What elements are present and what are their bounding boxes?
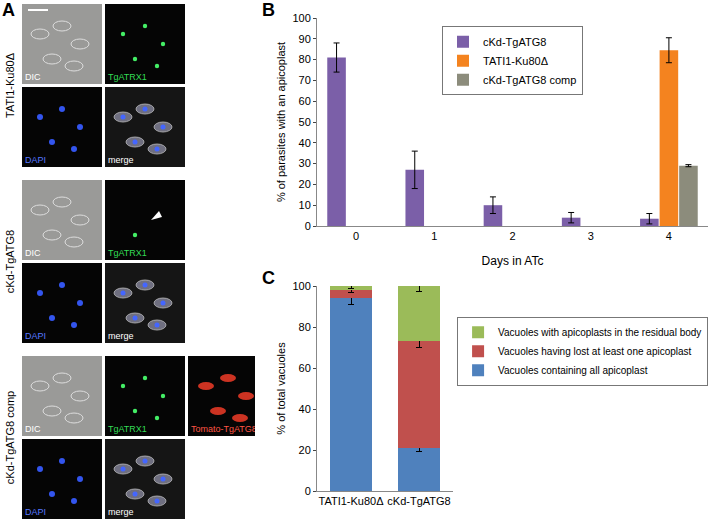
svg-text:cKd-TgATG8 comp: cKd-TgATG8 comp: [4, 391, 16, 484]
svg-text:DAPI: DAPI: [25, 331, 46, 341]
svg-text:90: 90: [299, 33, 311, 45]
svg-text:DIC: DIC: [25, 424, 41, 434]
svg-text:50: 50: [299, 116, 311, 128]
svg-text:TgATRX1: TgATRX1: [108, 248, 147, 258]
svg-text:0: 0: [305, 485, 311, 497]
svg-text:20: 20: [299, 444, 311, 456]
svg-text:cKd-TgATG8 comp: cKd-TgATG8 comp: [483, 74, 576, 86]
svg-text:0: 0: [353, 230, 359, 242]
html-text:B: B: [262, 0, 275, 20]
svg-text:merge: merge: [108, 155, 134, 165]
svg-text:Vacuoles having lost at least: Vacuoles having lost at least one apicop…: [498, 346, 691, 357]
svg-text:% of parasites with an apicopl: % of parasites with an apicoplast: [275, 42, 287, 202]
svg-text:20: 20: [299, 178, 311, 190]
svg-text:60: 60: [299, 95, 311, 107]
svg-text:TATI1-Ku80Δ: TATI1-Ku80Δ: [318, 495, 384, 507]
svg-text:Vacuoles containing all apicop: Vacuoles containing all apicoplast: [498, 365, 648, 376]
svg-text:cKd-TgATG8: cKd-TgATG8: [483, 36, 546, 48]
svg-text:merge: merge: [108, 507, 134, 517]
svg-text:DAPI: DAPI: [25, 507, 46, 517]
svg-text:TgATRX1: TgATRX1: [108, 424, 147, 434]
svg-text:DIC: DIC: [25, 72, 41, 82]
svg-text:TATI1-Ku80Δ: TATI1-Ku80Δ: [483, 55, 549, 67]
svg-text:80: 80: [299, 53, 311, 65]
svg-text:TATI1-Ku80Δ: TATI1-Ku80Δ: [4, 52, 16, 118]
svg-text:0: 0: [305, 220, 311, 232]
svg-text:Vacuoles with apicoplasts in t: Vacuoles with apicoplasts in the residua…: [498, 327, 701, 338]
svg-text:DAPI: DAPI: [25, 155, 46, 165]
svg-text:A: A: [2, 0, 15, 20]
svg-text:DIC: DIC: [25, 248, 41, 258]
html-text:C: C: [262, 268, 275, 288]
svg-text:100: 100: [292, 12, 310, 24]
svg-text:Days in ATc: Days in ATc: [482, 254, 544, 268]
svg-text:80: 80: [299, 321, 311, 333]
svg-text:% of total vacuoles: % of total vacuoles: [275, 342, 287, 435]
svg-text:cKd-TgATG8: cKd-TgATG8: [4, 230, 16, 293]
svg-text:1: 1: [431, 230, 437, 242]
svg-text:cKd-TgATG8: cKd-TgATG8: [387, 495, 450, 507]
svg-text:60: 60: [299, 362, 311, 374]
svg-text:2: 2: [509, 230, 515, 242]
svg-text:100: 100: [292, 280, 310, 292]
svg-text:Tomato-TgATG8: Tomato-TgATG8: [191, 424, 257, 434]
svg-text:TgATRX1: TgATRX1: [108, 72, 147, 82]
svg-text:70: 70: [299, 74, 311, 86]
svg-text:3: 3: [588, 230, 594, 242]
svg-text:30: 30: [299, 157, 311, 169]
svg-text:10: 10: [299, 199, 311, 211]
svg-text:merge: merge: [108, 331, 134, 341]
svg-text:40: 40: [299, 137, 311, 149]
svg-text:40: 40: [299, 403, 311, 415]
svg-text:4: 4: [666, 230, 672, 242]
